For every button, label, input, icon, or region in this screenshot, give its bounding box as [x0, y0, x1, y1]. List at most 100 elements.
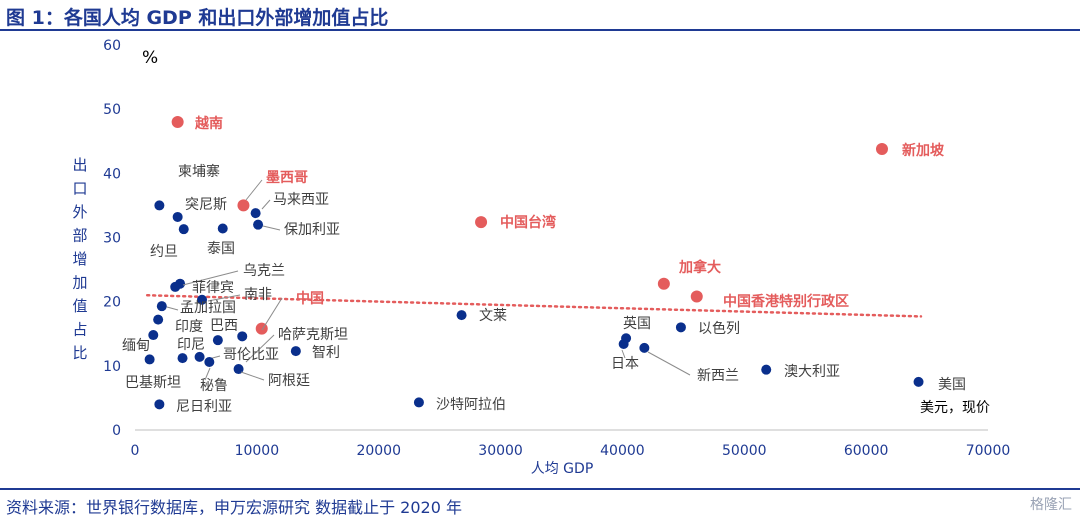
x-tick-label: 50000 — [722, 443, 767, 459]
point-marker — [639, 342, 650, 353]
point-marker — [456, 310, 467, 321]
x-unit-label: 美元，现价 — [920, 400, 990, 416]
point-label: 澳大利亚 — [784, 364, 840, 380]
leader-line — [245, 334, 275, 363]
point-marker — [413, 397, 424, 408]
point-label: 约旦 — [150, 244, 178, 260]
data-point: 柬埔寨 — [154, 163, 220, 211]
point-marker — [675, 322, 686, 333]
point-label: 哈萨克斯坦 — [278, 327, 348, 343]
point-marker — [170, 281, 181, 292]
data-point: 澳大利亚 — [761, 364, 840, 380]
point-marker — [156, 301, 167, 312]
axes-layer: 0 10 20 30 40 50 60 0 10000 20000 30000 40000 50000 6… — [72, 38, 1010, 477]
data-point: 美国 — [913, 376, 966, 393]
y-tick-label: 30 — [103, 231, 121, 247]
y-axis-label-char: 增 — [72, 250, 87, 268]
data-point: 文莱 — [456, 308, 507, 324]
point-marker — [154, 200, 165, 211]
point-marker — [913, 376, 924, 387]
point-label: 日本 — [611, 356, 639, 372]
point-marker — [875, 142, 888, 155]
point-marker — [172, 211, 183, 222]
data-point: 中国 — [255, 290, 324, 335]
y-unit-label: % — [142, 48, 158, 68]
data-point: 以色列 — [675, 320, 740, 337]
data-point: 突尼斯 — [172, 197, 227, 222]
data-point: 缅甸 — [122, 330, 159, 354]
point-marker — [212, 335, 223, 346]
data-point: 墨西哥 — [237, 170, 308, 212]
y-tick-label: 50 — [103, 102, 121, 118]
y-axis-label: 出口外部增加值占比 — [72, 156, 87, 362]
source-note: 资料来源：世界银行数据库，申万宏源研究 数据截止于 2020 年 — [6, 498, 462, 517]
leader-line — [204, 367, 211, 381]
point-label: 新加坡 — [902, 142, 945, 159]
point-label: 中国香港特别行政区 — [723, 293, 849, 310]
point-label: 巴西 — [210, 318, 238, 334]
data-point: 孟加拉国 — [156, 300, 236, 316]
point-marker — [690, 290, 703, 303]
leader-line — [182, 270, 239, 286]
point-marker — [177, 353, 188, 364]
y-tick-label: 20 — [103, 295, 121, 311]
leader-line — [261, 199, 271, 210]
point-marker — [475, 216, 488, 229]
point-marker — [761, 364, 772, 375]
point-marker — [194, 351, 205, 362]
leader-line — [262, 225, 281, 231]
point-label: 美国 — [938, 377, 966, 393]
data-point: 哈萨克斯坦 — [237, 327, 348, 363]
point-marker — [171, 116, 184, 128]
point-label: 阿根廷 — [268, 373, 310, 389]
data-point: 约旦 — [150, 224, 189, 260]
point-label: 墨西哥 — [266, 170, 308, 186]
data-point: 沙特阿拉伯 — [413, 397, 506, 413]
point-marker — [250, 208, 261, 219]
data-point: 马来西亚 — [250, 192, 329, 219]
y-tick-label: 60 — [103, 38, 121, 54]
y-tick-label: 10 — [103, 359, 121, 375]
point-label: 乌克兰 — [243, 263, 285, 279]
scatter-chart: 0 10 20 30 40 50 60 0 10000 20000 30000 40000 50000 6… — [72, 38, 1010, 477]
point-marker — [154, 399, 165, 410]
point-marker — [237, 331, 248, 342]
data-point: 新加坡 — [875, 142, 945, 159]
x-tick-label: 10000 — [235, 443, 280, 459]
y-axis-label-char: 加 — [72, 274, 87, 292]
data-point: 印度 — [153, 314, 203, 335]
y-axis-label-char: 比 — [72, 344, 87, 362]
point-label: 中国 — [296, 290, 324, 307]
y-axis-label-char: 口 — [72, 180, 87, 198]
data-point: 越南 — [171, 115, 223, 132]
point-label: 印尼 — [177, 337, 205, 353]
leader-line — [621, 349, 626, 359]
data-point: 泰国 — [207, 223, 235, 257]
point-marker — [237, 199, 250, 212]
point-label: 保加利亚 — [284, 222, 340, 238]
data-point: 巴西 — [210, 318, 238, 346]
data-point: 智利 — [290, 345, 340, 361]
point-label: 尼日利亚 — [176, 399, 232, 415]
y-tick-label: 40 — [103, 166, 121, 182]
point-label: 以色列 — [698, 320, 740, 337]
point-marker — [290, 346, 301, 357]
point-marker — [197, 294, 208, 305]
leader-line — [240, 371, 265, 381]
data-point: 英国 — [621, 315, 651, 344]
x-tick-label: 70000 — [966, 443, 1011, 459]
x-tick-label: 40000 — [600, 443, 645, 459]
title-rule — [0, 29, 1080, 31]
data-point: 中国香港特别行政区 — [690, 290, 849, 310]
data-point: 阿根廷 — [233, 364, 310, 389]
data-point: 印尼 — [177, 337, 205, 364]
point-marker — [657, 277, 670, 290]
point-label: 加拿大 — [678, 259, 721, 276]
point-label: 马来西亚 — [273, 192, 329, 208]
y-axis-label-char: 外 — [72, 203, 87, 221]
page-title: 图 1：各国人均 GDP 和出口外部增加值占比 — [6, 7, 389, 29]
point-label: 孟加拉国 — [180, 300, 236, 316]
data-point: 哥伦比亚 — [194, 347, 279, 363]
point-marker — [618, 339, 629, 350]
